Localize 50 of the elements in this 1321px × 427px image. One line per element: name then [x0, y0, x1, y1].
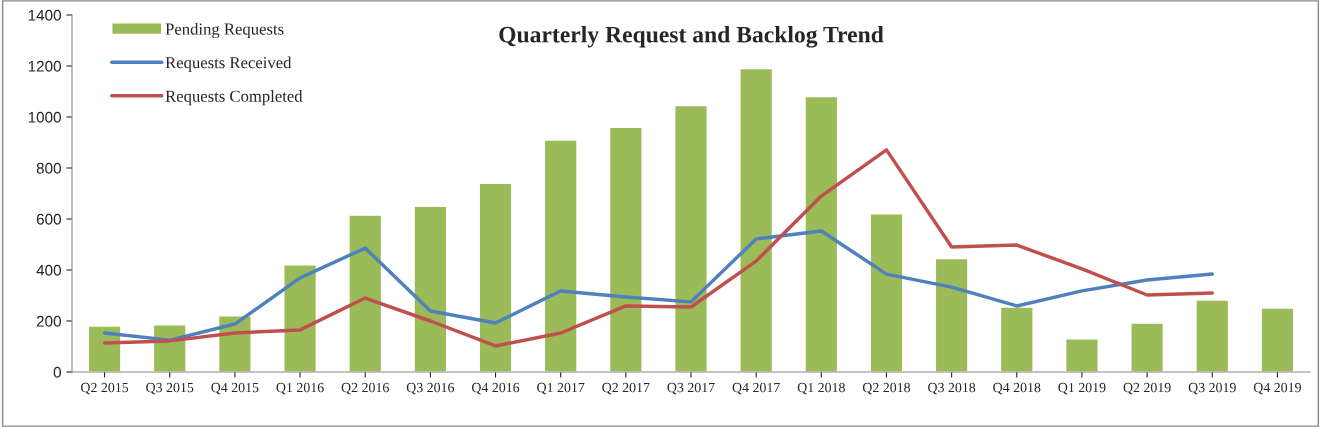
bar: [413, 205, 448, 372]
x-tick-label: Q1 2016: [276, 382, 324, 395]
y-tick-label: 200: [36, 315, 61, 327]
x-tick-label: Q2 2015: [81, 382, 129, 395]
bar: [869, 213, 904, 372]
bar: [1130, 322, 1165, 372]
y-tick-label: 1400: [28, 9, 61, 21]
x-tick-label: Q4 2019: [1253, 382, 1301, 395]
x-tick-label: Q4 2015: [211, 382, 259, 395]
bar: [934, 257, 969, 372]
bar: [739, 67, 774, 372]
bar: [608, 126, 643, 372]
bar: [543, 139, 578, 372]
x-tick-label: Q2 2019: [1123, 382, 1171, 395]
y-tick-label: 1200: [28, 60, 61, 72]
bar: [87, 325, 122, 372]
legend-label: Pending Requests: [165, 22, 284, 39]
y-tick-label: 1000: [28, 111, 61, 123]
x-tick-label: Q4 2017: [732, 382, 780, 395]
y-tick-label: 800: [36, 162, 61, 174]
x-tick-label: Q3 2015: [146, 382, 194, 395]
x-tick-label: Q1 2017: [537, 382, 585, 395]
line-series: [102, 148, 1214, 348]
bar: [1195, 299, 1230, 372]
legend-label: Requests Received: [165, 56, 292, 72]
x-tick-label: Q3 2018: [928, 382, 976, 395]
x-tick-label: Q1 2018: [797, 382, 845, 395]
y-tick-label: 600: [36, 213, 61, 225]
x-tick-label: Q3 2017: [667, 382, 715, 395]
x-tick-label: Q4 2016: [471, 382, 520, 395]
bar: [478, 182, 513, 372]
y-tick-label: 400: [36, 264, 61, 276]
bar: [283, 264, 318, 372]
x-tick-label: Q2 2016: [341, 382, 389, 395]
x-tick-label: Q3 2016: [406, 382, 455, 395]
x-tick-label: Q2 2017: [602, 382, 650, 395]
x-tick-label: Q4 2018: [993, 382, 1041, 395]
x-tick-label: Q1 2019: [1058, 382, 1106, 395]
line-series: [102, 229, 1214, 342]
bar: [1064, 338, 1099, 372]
bar: [999, 306, 1034, 372]
x-tick-label: Q2 2018: [862, 382, 911, 395]
bar: [674, 104, 708, 372]
x-tick-label: Q3 2019: [1188, 382, 1236, 395]
chart-title: Quarterly Request and Backlog Trend: [499, 25, 884, 48]
bar: [1260, 307, 1295, 372]
bar: [348, 214, 383, 372]
legend-label: Requests Completed: [165, 90, 303, 106]
bar: [804, 95, 839, 372]
y-tick-label: 0: [53, 366, 61, 378]
